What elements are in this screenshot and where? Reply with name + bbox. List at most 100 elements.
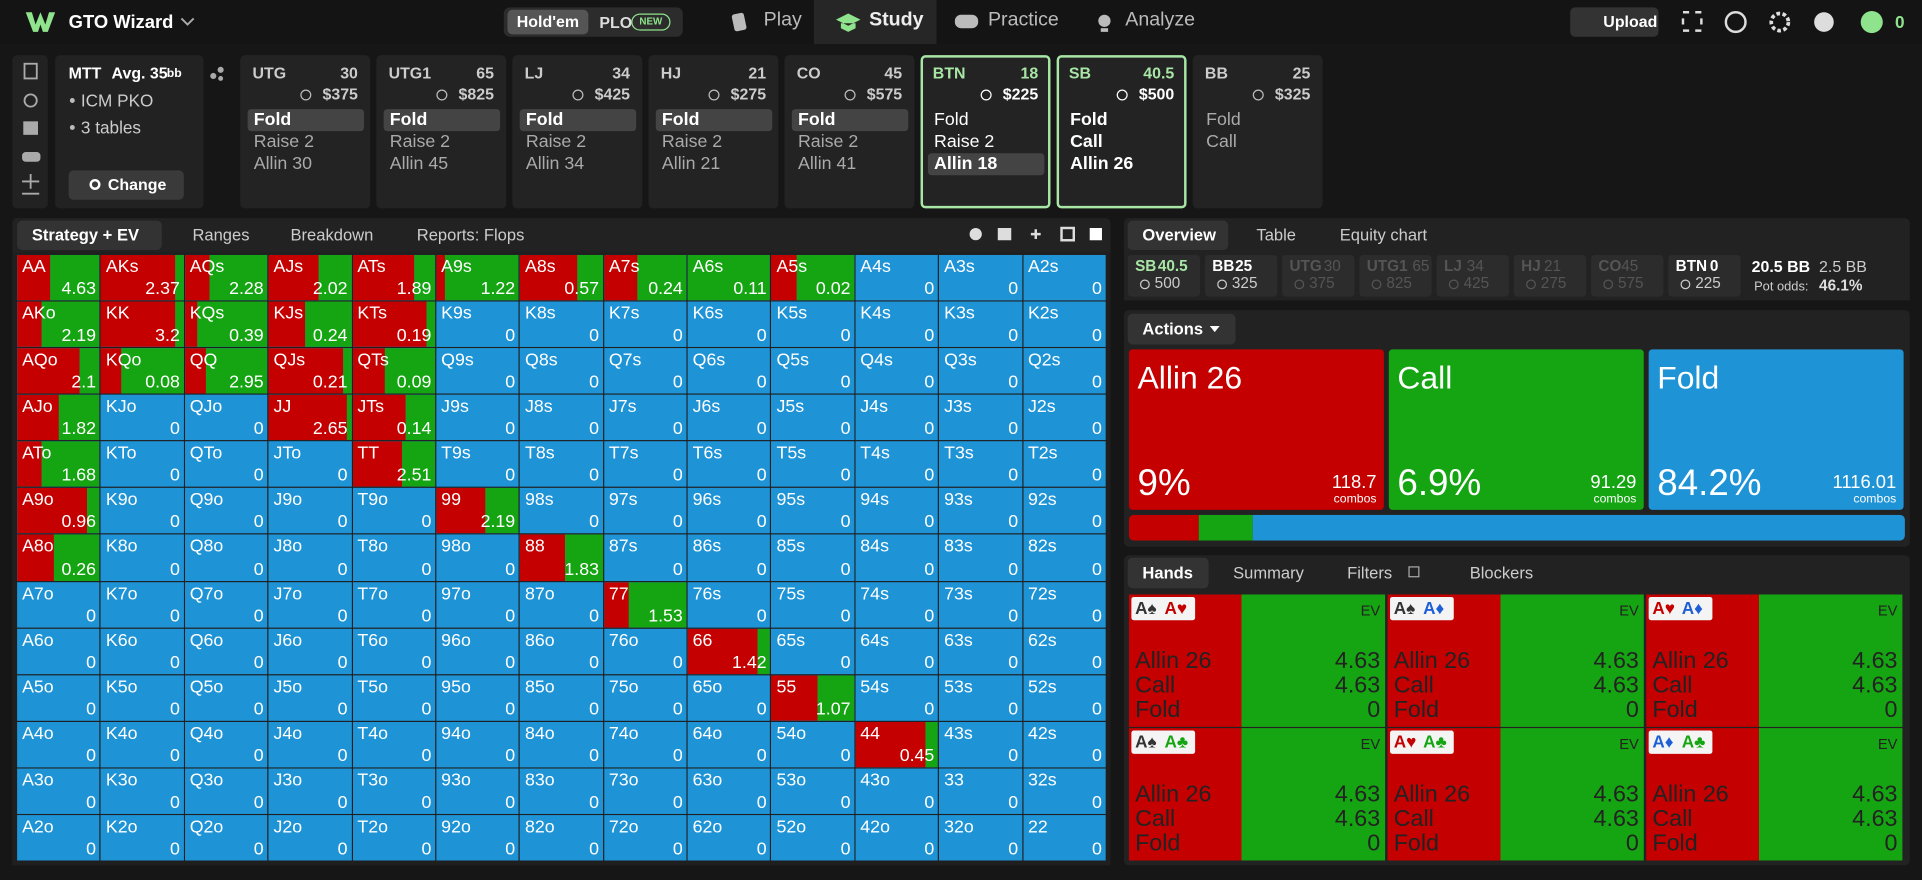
hand-cell[interactable]: K7o 0 [100, 581, 184, 628]
hand-cell[interactable]: T9s 0 [436, 441, 519, 488]
hand-cell[interactable]: 99 2.19 [436, 488, 519, 534]
hand-cell[interactable]: T4o 0 [352, 721, 436, 768]
upload-button[interactable]: Upload [1570, 7, 1659, 37]
hand-cell[interactable]: J7s 0 [603, 394, 687, 441]
position-action[interactable]: Raise 2 [389, 132, 451, 152]
hand-cell[interactable]: J8s 0 [520, 394, 603, 441]
hand-cell[interactable]: T8o 0 [352, 534, 436, 581]
position-action[interactable]: Fold [1070, 110, 1108, 130]
hand-cell[interactable]: 54o 0 [771, 721, 855, 768]
hand-cell[interactable]: J6o 0 [268, 628, 352, 674]
hand-cell[interactable]: 84s 0 [855, 534, 938, 581]
hand-cell[interactable]: J8o 0 [268, 534, 352, 581]
position-action[interactable]: Allin 26 [1070, 154, 1134, 175]
hand-cell[interactable]: K5o 0 [100, 675, 184, 721]
hand-cell[interactable]: 53s 0 [939, 675, 1022, 721]
position-action[interactable]: Raise 2 [934, 132, 995, 152]
combo-card[interactable]: A♥ A♣ EV Allin 26 4.63 Call 4.63 Fold 0 [1387, 728, 1644, 861]
hand-cell[interactable]: 55 1.07 [771, 675, 855, 721]
hand-cell[interactable]: T5s 0 [771, 441, 855, 488]
hand-cell[interactable]: A6s 0.11 [687, 254, 771, 301]
sidebar-icons[interactable] [17, 61, 46, 198]
share-icon[interactable] [208, 65, 225, 82]
hand-cell[interactable]: 95o 0 [436, 675, 519, 721]
position-action[interactable]: Raise 2 [525, 132, 587, 152]
hand-cell[interactable]: J4o 0 [268, 721, 352, 768]
combo-card[interactable]: A♠ A♣ EV Allin 26 4.63 Call 4.63 Fold 0 [1128, 728, 1386, 861]
position-action[interactable]: Fold [389, 110, 428, 130]
hand-cell[interactable]: 83s 0 [939, 534, 1022, 581]
hand-cell[interactable]: Q3s 0 [939, 348, 1022, 394]
hand-cell[interactable]: 74s 0 [855, 581, 938, 628]
grid-tab[interactable]: Reports: Flops [416, 225, 525, 244]
nav-item[interactable]: Analyze [1125, 9, 1196, 31]
hand-cell[interactable]: K3o 0 [100, 768, 184, 814]
right-tab[interactable]: Overview [1142, 225, 1217, 244]
position-action[interactable]: Fold [253, 110, 292, 130]
hand-cell[interactable]: 42o 0 [855, 815, 938, 861]
hand-cell[interactable]: A2o 0 [17, 815, 100, 861]
hand-cell[interactable]: 96o 0 [436, 628, 519, 674]
hand-cell[interactable]: KTs 0.19 [352, 301, 436, 348]
hand-cell[interactable]: JTs 0.14 [352, 394, 436, 441]
hand-cell[interactable]: 43s 0 [939, 721, 1022, 768]
hand-cell[interactable]: KQo 0.08 [100, 348, 184, 394]
combo-card[interactable]: A♦ A♣ EV Allin 26 4.63 Call 4.63 Fold 0 [1646, 728, 1903, 861]
position-action[interactable]: Fold [934, 110, 969, 130]
position-action[interactable]: Raise 2 [797, 132, 859, 152]
hand-cell[interactable]: Q9o 0 [184, 488, 268, 534]
hand-cell[interactable]: 86s 0 [687, 534, 771, 581]
hand-cell[interactable]: AQs 2.28 [184, 254, 268, 301]
action-card[interactable]: Allin 26 9% 118.7 combos [1128, 349, 1384, 510]
combo-card[interactable]: A♠ A♥ EV Allin 26 4.63 Call 4.63 Fold 0 [1128, 594, 1386, 727]
hand-cell[interactable]: 83o 0 [520, 768, 603, 814]
toggle-holdem[interactable]: Hold'em [507, 9, 589, 35]
brand[interactable]: GTO Wizard [68, 12, 174, 34]
hand-cell[interactable]: 86o 0 [520, 628, 603, 674]
hand-cell[interactable]: A7o 0 [17, 581, 100, 628]
position-box[interactable] [376, 55, 507, 209]
hand-cell[interactable]: T4s 0 [855, 441, 938, 488]
hand-cell[interactable]: QQ 2.95 [184, 348, 268, 394]
position-action[interactable]: Allin 45 [389, 154, 449, 175]
hand-cell[interactable]: A4o 0 [17, 721, 100, 768]
hand-cell[interactable]: 87o 0 [520, 581, 603, 628]
hand-cell[interactable]: 53o 0 [771, 768, 855, 814]
hand-cell[interactable]: 73s 0 [939, 581, 1022, 628]
hand-cell[interactable]: J5o 0 [268, 675, 352, 721]
hand-cell[interactable]: 44 0.45 [855, 721, 938, 768]
hand-cell[interactable]: ATo 1.68 [17, 441, 100, 488]
hand-cell[interactable]: 54s 0 [855, 675, 938, 721]
hand-cell[interactable]: 82s 0 [1023, 534, 1106, 581]
hand-cell[interactable]: 98s 0 [520, 488, 603, 534]
hand-cell[interactable]: AJs 2.02 [268, 254, 352, 301]
hand-cell[interactable]: 94s 0 [855, 488, 938, 534]
hand-cell[interactable]: T7s 0 [603, 441, 687, 488]
hand-cell[interactable]: Q7o 0 [184, 581, 268, 628]
hand-cell[interactable]: T5o 0 [352, 675, 436, 721]
hand-cell[interactable]: 42s 0 [1023, 721, 1106, 768]
hand-cell[interactable]: 32o 0 [939, 815, 1022, 861]
hand-cell[interactable]: 72s 0 [1023, 581, 1106, 628]
action-card[interactable]: Fold 84.2% 1116.01 combos [1648, 349, 1904, 510]
top-icons[interactable] [1679, 10, 1912, 35]
hand-cell[interactable]: AJo 1.82 [17, 394, 100, 441]
view-icons[interactable] [968, 226, 1105, 243]
hands-tab[interactable]: Summary [1233, 563, 1304, 583]
hand-cell[interactable]: Q2s 0 [1023, 348, 1106, 394]
brand-chevron[interactable] [180, 16, 195, 28]
position-box[interactable] [920, 55, 1051, 209]
position-action[interactable]: Raise 2 [661, 132, 723, 152]
hand-cell[interactable]: A8o 0.26 [17, 534, 100, 581]
hand-cell[interactable]: 95s 0 [771, 488, 855, 534]
hand-cell[interactable]: J6s 0 [687, 394, 771, 441]
hand-cell[interactable]: J9o 0 [268, 488, 352, 534]
hand-cell[interactable]: KK 3.2 [100, 301, 184, 348]
hand-cell[interactable]: T6o 0 [352, 628, 436, 674]
hands-tab[interactable]: Filters [1347, 563, 1393, 583]
hand-cell[interactable]: A9o 0.96 [17, 488, 100, 534]
action-card[interactable]: Call 6.9% 91.29 combos [1388, 349, 1644, 510]
hand-cell[interactable]: J7o 0 [268, 581, 352, 628]
hand-cell[interactable]: J4s 0 [855, 394, 938, 441]
hand-cell[interactable]: 93o 0 [436, 768, 519, 814]
